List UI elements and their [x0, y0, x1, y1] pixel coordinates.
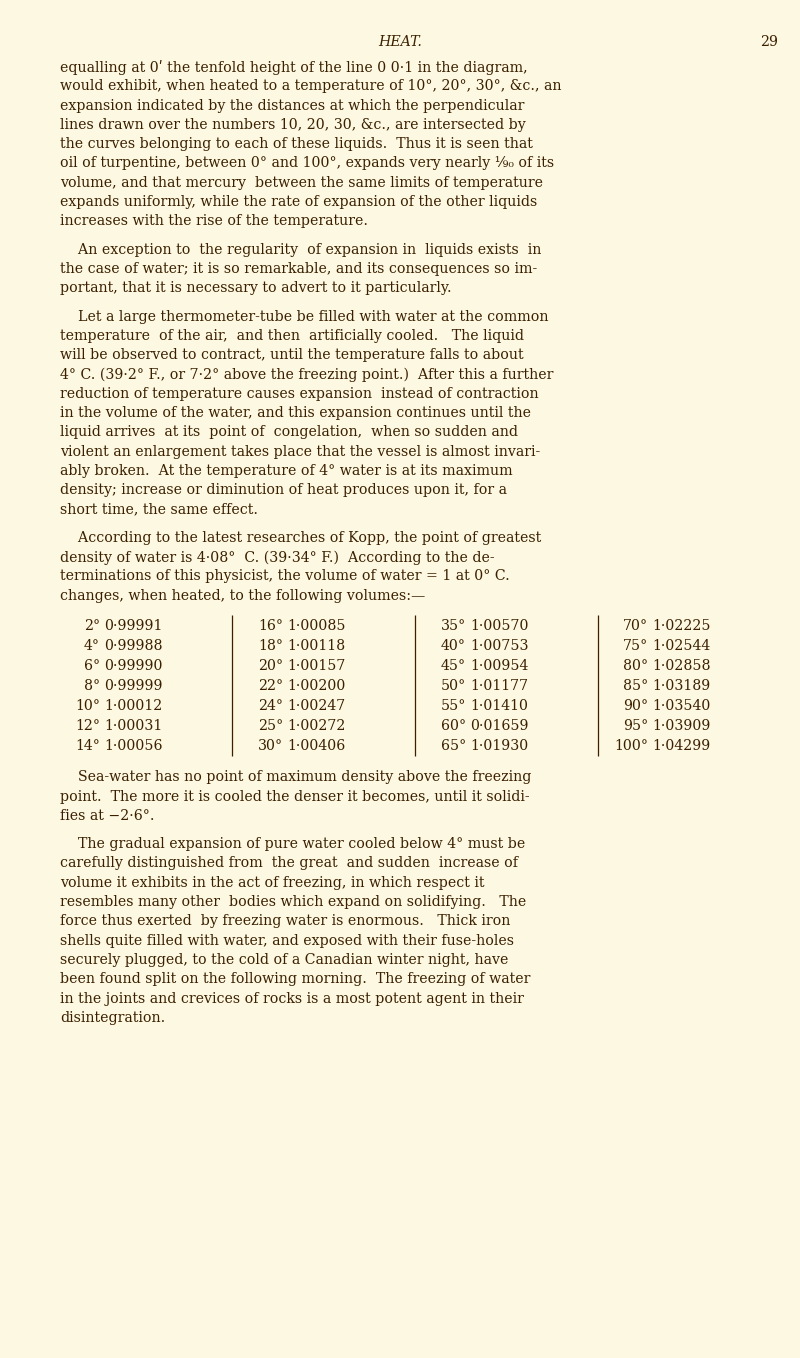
- Text: 0·99988: 0·99988: [104, 640, 162, 653]
- Text: 35°: 35°: [441, 619, 466, 633]
- Text: 1·00085: 1·00085: [287, 619, 346, 633]
- Text: 1·00200: 1·00200: [287, 679, 346, 693]
- Text: 90°: 90°: [623, 699, 648, 713]
- Text: 22°: 22°: [258, 679, 283, 693]
- Text: HEAT.: HEAT.: [378, 35, 422, 49]
- Text: 1·00406: 1·00406: [287, 739, 346, 754]
- Text: 1·03540: 1·03540: [652, 699, 710, 713]
- Text: short time, the same effect.: short time, the same effect.: [60, 502, 258, 516]
- Text: 40°: 40°: [441, 640, 466, 653]
- Text: 0·99999: 0·99999: [104, 679, 162, 693]
- Text: Sea-water has no point of maximum density above the freezing: Sea-water has no point of maximum densit…: [60, 770, 531, 784]
- Text: fies at −2·6°.: fies at −2·6°.: [60, 809, 154, 823]
- Text: 45°: 45°: [441, 659, 466, 674]
- Text: The gradual expansion of pure water cooled below 4° must be: The gradual expansion of pure water cool…: [60, 837, 526, 851]
- Text: 50°: 50°: [441, 679, 466, 693]
- Text: 0·01659: 0·01659: [470, 720, 529, 733]
- Text: 1·00118: 1·00118: [287, 640, 345, 653]
- Text: 1·00753: 1·00753: [470, 640, 529, 653]
- Text: 0·99990: 0·99990: [104, 659, 162, 674]
- Text: in the volume of the water, and this expansion continues until the: in the volume of the water, and this exp…: [60, 406, 531, 420]
- Text: 1·00272: 1·00272: [287, 720, 346, 733]
- Text: 1·02544: 1·02544: [652, 640, 710, 653]
- Text: equalling at 0ʹ the tenfold height of the line 0 0·1 in the diagram,: equalling at 0ʹ the tenfold height of th…: [60, 60, 528, 75]
- Text: density of water is 4·08°  C. (39·34° F.)  According to the de-: density of water is 4·08° C. (39·34° F.)…: [60, 550, 494, 565]
- Text: volume it exhibits in the act of freezing, in which respect it: volume it exhibits in the act of freezin…: [60, 876, 485, 889]
- Text: ably broken.  At the temperature of 4° water is at its maximum: ably broken. At the temperature of 4° wa…: [60, 464, 513, 478]
- Text: increases with the rise of the temperature.: increases with the rise of the temperatu…: [60, 215, 368, 228]
- Text: 0·99991: 0·99991: [104, 619, 162, 633]
- Text: temperature  of the air,  and then  artificially cooled.   The liquid: temperature of the air, and then artific…: [60, 329, 524, 344]
- Text: According to the latest researches of Kopp, the point of greatest: According to the latest researches of Ko…: [60, 531, 542, 545]
- Text: 25°: 25°: [258, 720, 283, 733]
- Text: 1·00954: 1·00954: [470, 659, 528, 674]
- Text: expansion indicated by the distances at which the perpendicular: expansion indicated by the distances at …: [60, 99, 524, 113]
- Text: the case of water; it is so remarkable, and its consequences so im-: the case of water; it is so remarkable, …: [60, 262, 538, 276]
- Text: disintegration.: disintegration.: [60, 1010, 166, 1025]
- Text: 1·01177: 1·01177: [470, 679, 528, 693]
- Text: 80°: 80°: [623, 659, 648, 674]
- Text: 95°: 95°: [622, 720, 648, 733]
- Text: 75°: 75°: [622, 640, 648, 653]
- Text: 1·04299: 1·04299: [652, 739, 710, 754]
- Text: Let a large thermometer-tube be filled with water at the common: Let a large thermometer-tube be filled w…: [60, 310, 549, 323]
- Text: 24°: 24°: [258, 699, 283, 713]
- Text: lines drawn over the numbers 10, 20, 30, &c., are intersected by: lines drawn over the numbers 10, 20, 30,…: [60, 118, 526, 132]
- Text: would exhibit, when heated to a temperature of 10°, 20°, 30°, &c., an: would exhibit, when heated to a temperat…: [60, 79, 562, 94]
- Text: density; increase or diminution of heat produces upon it, for a: density; increase or diminution of heat …: [60, 483, 507, 497]
- Text: 1·03909: 1·03909: [652, 720, 710, 733]
- Text: 1·03189: 1·03189: [652, 679, 710, 693]
- Text: 14°: 14°: [75, 739, 100, 754]
- Text: 100°: 100°: [614, 739, 648, 754]
- Text: point.  The more it is cooled the denser it becomes, until it solidi-: point. The more it is cooled the denser …: [60, 789, 530, 804]
- Text: 85°: 85°: [622, 679, 648, 693]
- Text: shells quite filled with water, and exposed with their fuse-holes: shells quite filled with water, and expo…: [60, 933, 514, 948]
- Text: the curves belonging to each of these liquids.  Thus it is seen that: the curves belonging to each of these li…: [60, 137, 533, 151]
- Text: force thus exerted  by freezing water is enormous.   Thick iron: force thus exerted by freezing water is …: [60, 914, 510, 929]
- Text: 55°: 55°: [441, 699, 466, 713]
- Text: 65°: 65°: [441, 739, 466, 754]
- Text: 60°: 60°: [441, 720, 466, 733]
- Text: liquid arrives  at its  point of  congelation,  when so sudden and: liquid arrives at its point of congelati…: [60, 425, 518, 440]
- Text: 16°: 16°: [258, 619, 283, 633]
- Text: will be observed to contract, until the temperature falls to about: will be observed to contract, until the …: [60, 348, 524, 363]
- Text: 2°: 2°: [84, 619, 100, 633]
- Text: An exception to  the regularity  of expansion in  liquids exists  in: An exception to the regularity of expans…: [60, 243, 542, 257]
- Text: been found split on the following morning.  The freezing of water: been found split on the following mornin…: [60, 972, 530, 986]
- Text: 1·01930: 1·01930: [470, 739, 528, 754]
- Text: 10°: 10°: [75, 699, 100, 713]
- Text: resembles many other  bodies which expand on solidifying.   The: resembles many other bodies which expand…: [60, 895, 526, 909]
- Text: 4°: 4°: [84, 640, 100, 653]
- Text: 1·00247: 1·00247: [287, 699, 346, 713]
- Text: 1·02858: 1·02858: [652, 659, 710, 674]
- Text: portant, that it is necessary to advert to it particularly.: portant, that it is necessary to advert …: [60, 281, 452, 295]
- Text: 1·01410: 1·01410: [470, 699, 528, 713]
- Text: changes, when heated, to the following volumes:—: changes, when heated, to the following v…: [60, 589, 426, 603]
- Text: reduction of temperature causes expansion  instead of contraction: reduction of temperature causes expansio…: [60, 387, 538, 401]
- Text: 1·00157: 1·00157: [287, 659, 346, 674]
- Text: 30°: 30°: [258, 739, 283, 754]
- Text: 1·02225: 1·02225: [652, 619, 710, 633]
- Text: 70°: 70°: [623, 619, 648, 633]
- Text: in the joints and crevices of rocks is a most potent agent in their: in the joints and crevices of rocks is a…: [60, 991, 524, 1005]
- Text: 12°: 12°: [75, 720, 100, 733]
- Text: securely plugged, to the cold of a Canadian winter night, have: securely plugged, to the cold of a Canad…: [60, 953, 508, 967]
- Text: oil of turpentine, between 0° and 100°, expands very nearly ⅑₀ of its: oil of turpentine, between 0° and 100°, …: [60, 156, 554, 171]
- Text: 1·00031: 1·00031: [104, 720, 162, 733]
- Text: 4° C. (39·2° F., or 7·2° above the freezing point.)  After this a further: 4° C. (39·2° F., or 7·2° above the freez…: [60, 368, 554, 382]
- Text: 18°: 18°: [258, 640, 283, 653]
- Text: 1·00012: 1·00012: [104, 699, 162, 713]
- Text: carefully distinguished from  the great  and sudden  increase of: carefully distinguished from the great a…: [60, 857, 518, 870]
- Text: 6°: 6°: [84, 659, 100, 674]
- Text: 20°: 20°: [258, 659, 283, 674]
- Text: volume, and that mercury  between the same limits of temperature: volume, and that mercury between the sam…: [60, 175, 543, 190]
- Text: 29: 29: [760, 35, 778, 49]
- Text: 1·00056: 1·00056: [104, 739, 162, 754]
- Text: 8°: 8°: [84, 679, 100, 693]
- Text: terminations of this physicist, the volume of water = 1 at 0° C.: terminations of this physicist, the volu…: [60, 569, 510, 584]
- Text: violent an enlargement takes place that the vessel is almost invari-: violent an enlargement takes place that …: [60, 444, 540, 459]
- Text: 1·00570: 1·00570: [470, 619, 529, 633]
- Text: expands uniformly, while the rate of expansion of the other liquids: expands uniformly, while the rate of exp…: [60, 196, 538, 209]
